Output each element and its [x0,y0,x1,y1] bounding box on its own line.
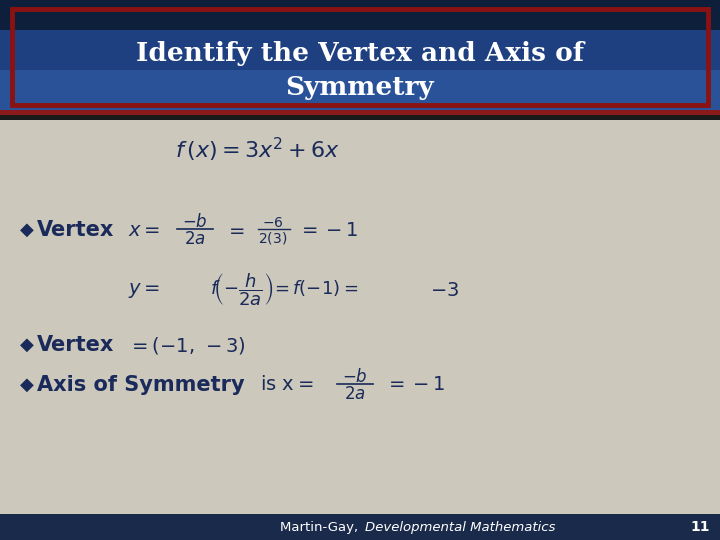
Text: $2a$: $2a$ [184,230,206,248]
Text: $-3$: $-3$ [430,280,459,300]
Text: Vertex: Vertex [37,220,114,240]
Text: Vertex: Vertex [37,335,114,355]
Bar [0,514,720,540]
Text: is $\mathrm{x} =$: is $\mathrm{x} =$ [260,375,313,395]
Text: $f\!\left(-\dfrac{h}{2a}\right)\!=f(-1)=$: $f\!\left(-\dfrac{h}{2a}\right)\!=f(-1)=… [210,272,358,308]
Text: $= -1$: $= -1$ [298,220,359,240]
Bar [0,115,720,120]
Text: $2(3)$: $2(3)$ [258,230,287,246]
Text: 11: 11 [690,520,710,534]
Bar [0,30,720,110]
Bar [12,9,708,105]
Text: $-6$: $-6$ [262,216,284,230]
Text: $=$: $=$ [225,220,246,240]
Text: $y =$: $y =$ [128,280,160,300]
Text: $-b$: $-b$ [182,213,208,231]
Text: Developmental Mathematics: Developmental Mathematics [365,521,555,534]
Text: ◆: ◆ [20,221,34,239]
Bar [0,70,720,110]
Bar [0,0,720,30]
Text: Martin-Gay,: Martin-Gay, [280,521,362,534]
Text: $2a$: $2a$ [344,385,366,403]
Text: $-b$: $-b$ [342,368,368,386]
Text: Symmetry: Symmetry [286,75,434,99]
Text: ◆: ◆ [20,376,34,394]
Bar [0,110,720,115]
Text: Identify the Vertex and Axis of: Identify the Vertex and Axis of [136,40,584,65]
Text: $f\,(x) = 3x^2 + 6x$: $f\,(x) = 3x^2 + 6x$ [175,136,340,164]
Text: $x =$: $x =$ [128,220,161,240]
Text: $= -1$: $= -1$ [385,375,446,395]
Text: $= (-1,\,-3)$: $= (-1,\,-3)$ [128,334,246,355]
Text: ◆: ◆ [20,336,34,354]
Text: Axis of Symmetry: Axis of Symmetry [37,375,245,395]
